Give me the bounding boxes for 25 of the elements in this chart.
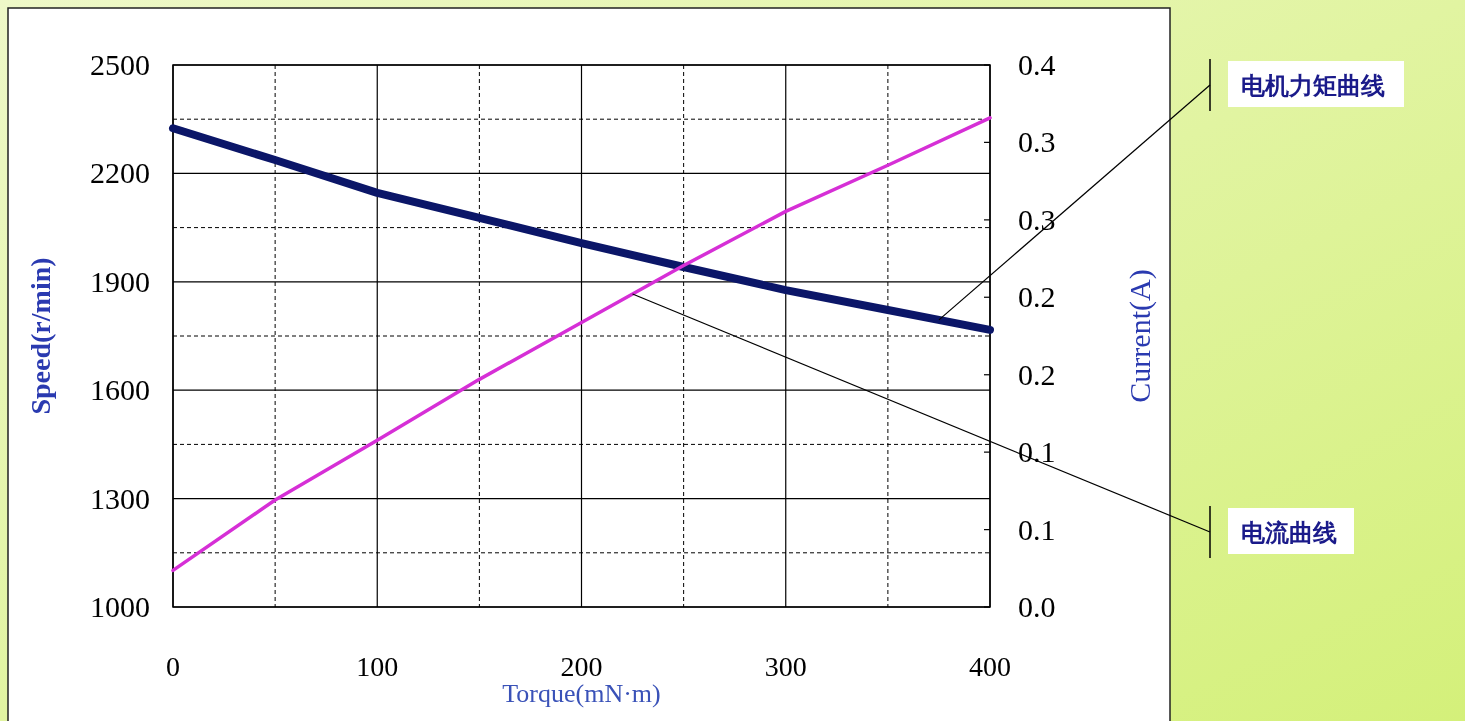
y2-tick-label: 0.2 — [1018, 280, 1056, 314]
y2-tick-label: 0.3 — [1018, 125, 1056, 159]
y-tick-label: 1300 — [90, 481, 150, 515]
y2-tick-label: 0.1 — [1018, 512, 1056, 546]
x-axis-title: Torque(mN·m) — [502, 679, 661, 708]
y-axis-title: Speed(r/min) — [25, 257, 56, 415]
y2-tick-label: 0.1 — [1018, 435, 1056, 469]
y-tick-label: 1000 — [90, 590, 150, 623]
text: 电流曲线 — [1241, 519, 1337, 547]
x-tick-label: 100 — [356, 651, 399, 682]
x-tick-label: 400 — [969, 651, 1011, 682]
y2-tick-label: 0.0 — [1018, 590, 1056, 623]
y2-tick-label: 0.2 — [1018, 357, 1056, 391]
line-series — [171, 116, 992, 573]
y-tick-label: 2200 — [90, 156, 150, 190]
y-tick-label: 2500 — [90, 48, 150, 81]
y2-tick-label: 0.3 — [1018, 202, 1056, 236]
y2-axis-title: Current(A) — [1123, 269, 1157, 403]
x-tick-label: 0 — [166, 651, 180, 682]
x-tick-label: 200 — [560, 651, 603, 682]
y-tick-label: 1900 — [90, 264, 150, 298]
x-tick-label: 300 — [764, 651, 807, 682]
y2-tick-label: 0.4 — [1018, 48, 1056, 81]
text: 电机力矩曲线 — [1241, 72, 1385, 100]
y-tick-label: 1600 — [90, 373, 150, 407]
